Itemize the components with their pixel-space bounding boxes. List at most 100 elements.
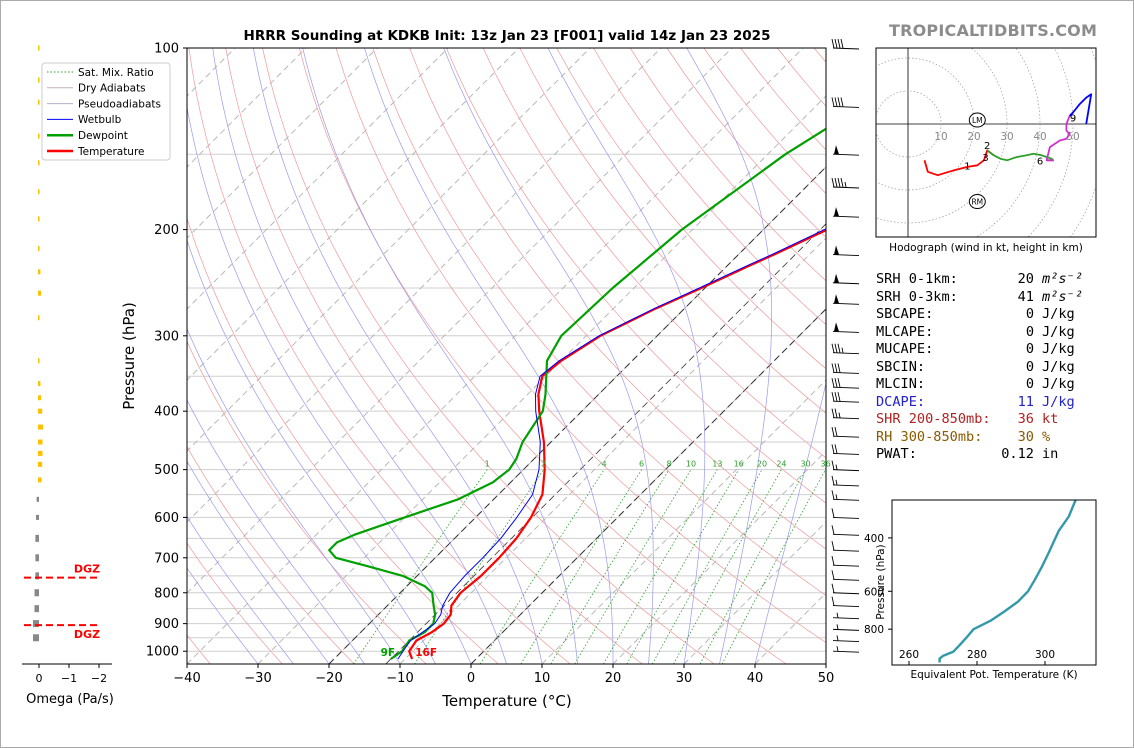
mixing-ratio-label: 24 — [776, 460, 786, 469]
parameter-unit: in — [1042, 446, 1059, 462]
dry-adiabat-line — [556, 48, 826, 370]
wind-barb — [831, 596, 860, 607]
hodograph-height-label: 3 — [982, 153, 988, 164]
dewpoint-profile-line — [328, 127, 826, 660]
wind-barb-staff — [832, 628, 860, 631]
wind-barb-staff — [832, 371, 860, 374]
mixing-ratio-label: 16 — [734, 460, 744, 469]
wind-barb-feather — [837, 97, 841, 107]
wind-barb-half-feather — [836, 624, 839, 630]
pseudoadiabat-line — [187, 328, 401, 664]
wind-barb-feather — [837, 363, 841, 373]
wind-barb — [831, 475, 860, 487]
mixing-ratio-label: 30 — [800, 460, 810, 469]
x-tick-label: 40 — [747, 671, 764, 686]
wind-barb-half-feather — [835, 479, 838, 485]
wind-barb — [831, 363, 860, 374]
wind-barb-feather — [831, 490, 835, 500]
wind-barb-staff — [832, 352, 860, 355]
wind-barb — [832, 322, 860, 333]
hodograph-height-label: 1 — [964, 161, 970, 172]
theta-e-profile-line — [938, 500, 1077, 663]
wind-barb-half-feather — [836, 646, 839, 652]
parameter-label: DCAPE: — [876, 393, 926, 410]
parameter-unit: J/kg — [1042, 393, 1075, 410]
y-tick-label: 700 — [154, 551, 179, 566]
hodograph-trace — [923, 149, 995, 177]
mixing-ratio-label: 2 — [541, 460, 546, 469]
parameter-row: SRH 0-1km: 20 m²s⁻² — [876, 271, 1096, 289]
hodograph-frame — [875, 47, 1097, 238]
parameter-row: SBCAPE: 0 J/kg — [876, 306, 1096, 324]
parameter-value: 0 — [1025, 306, 1034, 322]
omega-bar — [36, 496, 39, 502]
pseudoadiabat-line — [547, 48, 706, 664]
mixing-ratio-line — [651, 469, 763, 664]
theta-e-y-tick-label: 600 — [864, 586, 884, 598]
pseudoadiabat-line — [302, 48, 578, 664]
hodograph-ring — [876, 48, 1008, 224]
wind-barb-staff — [832, 650, 860, 653]
wind-barb-staff — [832, 330, 860, 333]
legend-box — [41, 62, 171, 161]
wind-barb — [831, 343, 860, 355]
hodograph-ring-label: 30 — [1000, 131, 1013, 143]
wind-barb — [831, 508, 860, 519]
wind-barb-feather — [834, 363, 838, 373]
dry-adiabat-line — [188, 48, 571, 664]
wind-barb — [831, 378, 860, 389]
wind-barb-staff — [832, 47, 860, 50]
pseudoadiabat-line — [754, 381, 826, 664]
parameter-value: 0 — [1025, 323, 1034, 340]
omega-bar — [38, 45, 40, 51]
theta-e-plot — [938, 500, 1077, 663]
wind-barb-feather — [831, 38, 835, 49]
x-tick-label: 0 — [467, 671, 475, 686]
omega-bar — [38, 216, 40, 222]
wind-barb-staff — [832, 516, 860, 519]
parameter-label: MLCIN: — [876, 376, 926, 392]
wind-barb-staff — [832, 640, 860, 642]
dgz-isotherm — [328, 166, 826, 664]
wind-barb — [831, 444, 860, 455]
wind-barb-staff — [832, 302, 860, 305]
theta-e-frame — [891, 499, 1097, 666]
parameter-row: DCAPE: 11 J/kg — [876, 394, 1096, 412]
wind-barb-half-feather — [835, 464, 838, 470]
parameter-value: 11 — [1017, 393, 1034, 410]
omega-panel: 0 −1 −2 DGZ DGZ — [22, 45, 112, 685]
omega-bar — [38, 381, 41, 387]
wind-barb-flag — [834, 294, 839, 304]
isotherm-line — [187, 48, 804, 664]
mixing-ratio-line — [550, 469, 670, 664]
isotherm-line — [187, 48, 591, 452]
wind-barb-flag — [834, 273, 839, 283]
parameter-label: MLCAPE: — [876, 323, 934, 340]
wind-barb-staff — [832, 498, 860, 501]
parameter-label: RH 300-850mb: — [876, 428, 983, 445]
isotherm-line — [187, 48, 662, 523]
mixing-ratio-label: 36 — [820, 460, 830, 469]
wind-barb-feather — [834, 378, 838, 388]
mixing-ratio-label: 8 — [667, 460, 672, 469]
wind-barb-feather — [834, 392, 838, 402]
wind-barb-feather — [837, 378, 841, 388]
omega-axis-label: Omega (Pa/s) — [26, 692, 114, 707]
y-tick-label: 100 — [154, 42, 179, 57]
omega-bar — [38, 99, 40, 105]
parameter-label: MUCAPE: — [876, 341, 934, 357]
parameter-label: SBCAPE: — [876, 306, 934, 322]
pseudoadiabat-line — [364, 48, 614, 664]
hodograph-trace — [986, 149, 1055, 162]
hodograph-trace — [1045, 111, 1074, 162]
parameter-label: SBCIN: — [876, 358, 926, 375]
isotherm-line — [187, 48, 378, 239]
wind-barb-feather — [834, 38, 838, 49]
omega-bar — [38, 160, 40, 166]
y-tick-label: 1000 — [146, 645, 179, 660]
omega-bar — [38, 477, 42, 483]
wind-barb-feather — [831, 378, 835, 388]
x-axis-label: Temperature (°C) — [441, 692, 571, 710]
wind-barb-feather — [831, 596, 835, 606]
theta-e-x-tick-label: 260 — [899, 649, 919, 661]
